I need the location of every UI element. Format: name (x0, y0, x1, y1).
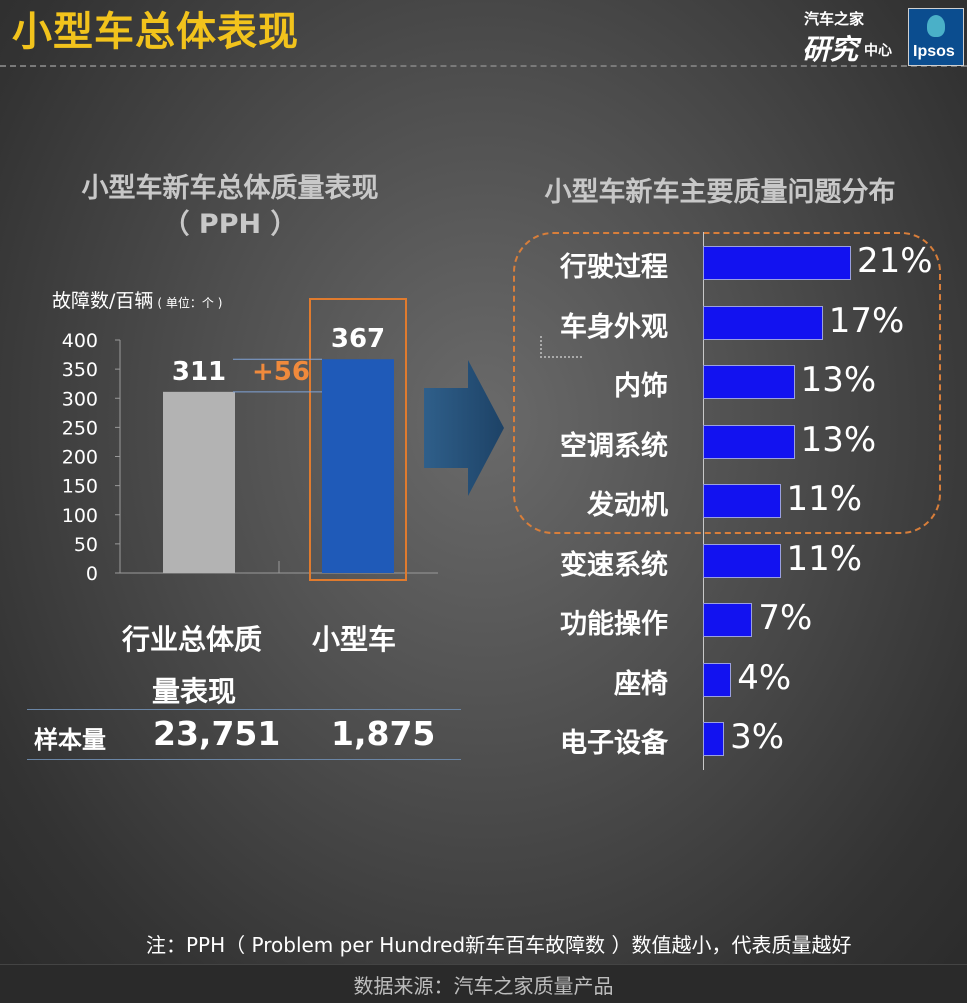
ipsos-logo-text: Ipsos (913, 43, 955, 60)
issue-bar (703, 484, 781, 518)
y-tick-label: 200 (62, 447, 98, 469)
issue-category-label: 车身外观 (560, 311, 668, 343)
ipsos-figure-icon (927, 15, 945, 37)
y-tick-label: 0 (86, 563, 98, 585)
category-label-industry-line2: 量表现 (152, 675, 237, 708)
issue-category-label: 电子设备 (560, 728, 668, 759)
bar-value-label: 311 (172, 357, 226, 387)
issue-category-label: 行驶过程 (560, 252, 668, 283)
right-arrow-icon (424, 360, 504, 496)
issue-bar (703, 603, 753, 637)
small-car-highlight-box (309, 298, 407, 581)
issue-category-label: 座椅 (614, 668, 668, 700)
issue-bar (703, 305, 823, 340)
issue-bar (703, 662, 732, 697)
industry-bar (163, 391, 235, 573)
issue-bar (703, 543, 781, 578)
issue-value-label: 13% (800, 360, 877, 400)
right-chart-title: 小型车新车主要质量问题分布 (544, 177, 896, 208)
logo-text-line2: 研究 (802, 33, 859, 66)
issue-value-label: 7% (758, 598, 813, 638)
issue-bar (703, 246, 851, 280)
issue-category-label: 空调系统 (560, 430, 668, 462)
issue-category-label: 发动机 (587, 490, 668, 521)
ipsos-logo: Ipsos (908, 8, 964, 66)
issue-bar (703, 722, 725, 756)
issue-category-label: 内饰 (614, 371, 668, 402)
top-issues-highlight (513, 232, 941, 534)
issue-value-label: 11% (786, 538, 863, 579)
logo-text-line3: 中心 (864, 43, 892, 59)
issue-category-label: 变速系统 (560, 549, 668, 581)
connector-arrow-icon (540, 336, 582, 358)
y-tick-label: 350 (62, 359, 98, 381)
y-axis-label-text: 故障数/百辆 (52, 290, 154, 312)
left-chart-title: 小型车新车总体质量表现 (81, 173, 379, 204)
sample-size-industry: 23,751 (153, 714, 281, 753)
left-chart-subtitle: （ PPH ） (162, 209, 298, 240)
y-axis-unit: ( 单位：个 ) (157, 296, 223, 310)
y-tick-label: 400 (62, 330, 98, 352)
issue-value-label: 17% (828, 300, 905, 341)
y-tick-label: 300 (62, 388, 98, 410)
category-label-industry-line1: 行业总体质 (122, 623, 263, 656)
issue-category-label: 功能操作 (560, 609, 668, 640)
sample-table-top-rule (27, 709, 461, 710)
source-bar (0, 964, 967, 1003)
sample-table-bottom-rule (27, 759, 461, 760)
issue-value-label: 21% (857, 241, 933, 281)
pph-footnote: 注：PPH（ Problem per Hundred新车百车故障数 ）数值越小，… (146, 933, 852, 957)
y-tick-label: 100 (62, 505, 98, 527)
bar-value-label: 367 (331, 324, 385, 354)
issue-bar (703, 365, 795, 399)
y-tick-label: 150 (62, 476, 98, 498)
y-axis-label: 故障数/百辆( 单位：个 ) (52, 286, 222, 313)
autohome-research-logo: 汽车之家 研究 中心 (790, 6, 905, 66)
issue-value-label: 11% (786, 479, 863, 519)
issue-value-label: 4% (737, 657, 792, 698)
category-label-small-car: 小型车 (312, 623, 397, 656)
title-divider (0, 65, 967, 67)
sample-size-small-car: 1,875 (331, 714, 436, 753)
y-tick-label: 50 (74, 534, 98, 556)
small-car-bar (322, 359, 394, 573)
issue-bar (703, 424, 795, 459)
issue-value-label: 13% (800, 419, 877, 460)
sample-size-label: 样本量 (34, 726, 106, 754)
page-title: 小型车总体表现 (12, 9, 299, 55)
logo-text-line1: 汽车之家 (804, 10, 865, 28)
data-source: 数据来源：汽车之家质量产品 (353, 974, 614, 998)
pph-difference-label: +56 (252, 357, 310, 387)
y-tick-label: 250 (62, 417, 98, 439)
issue-value-label: 3% (730, 717, 785, 757)
